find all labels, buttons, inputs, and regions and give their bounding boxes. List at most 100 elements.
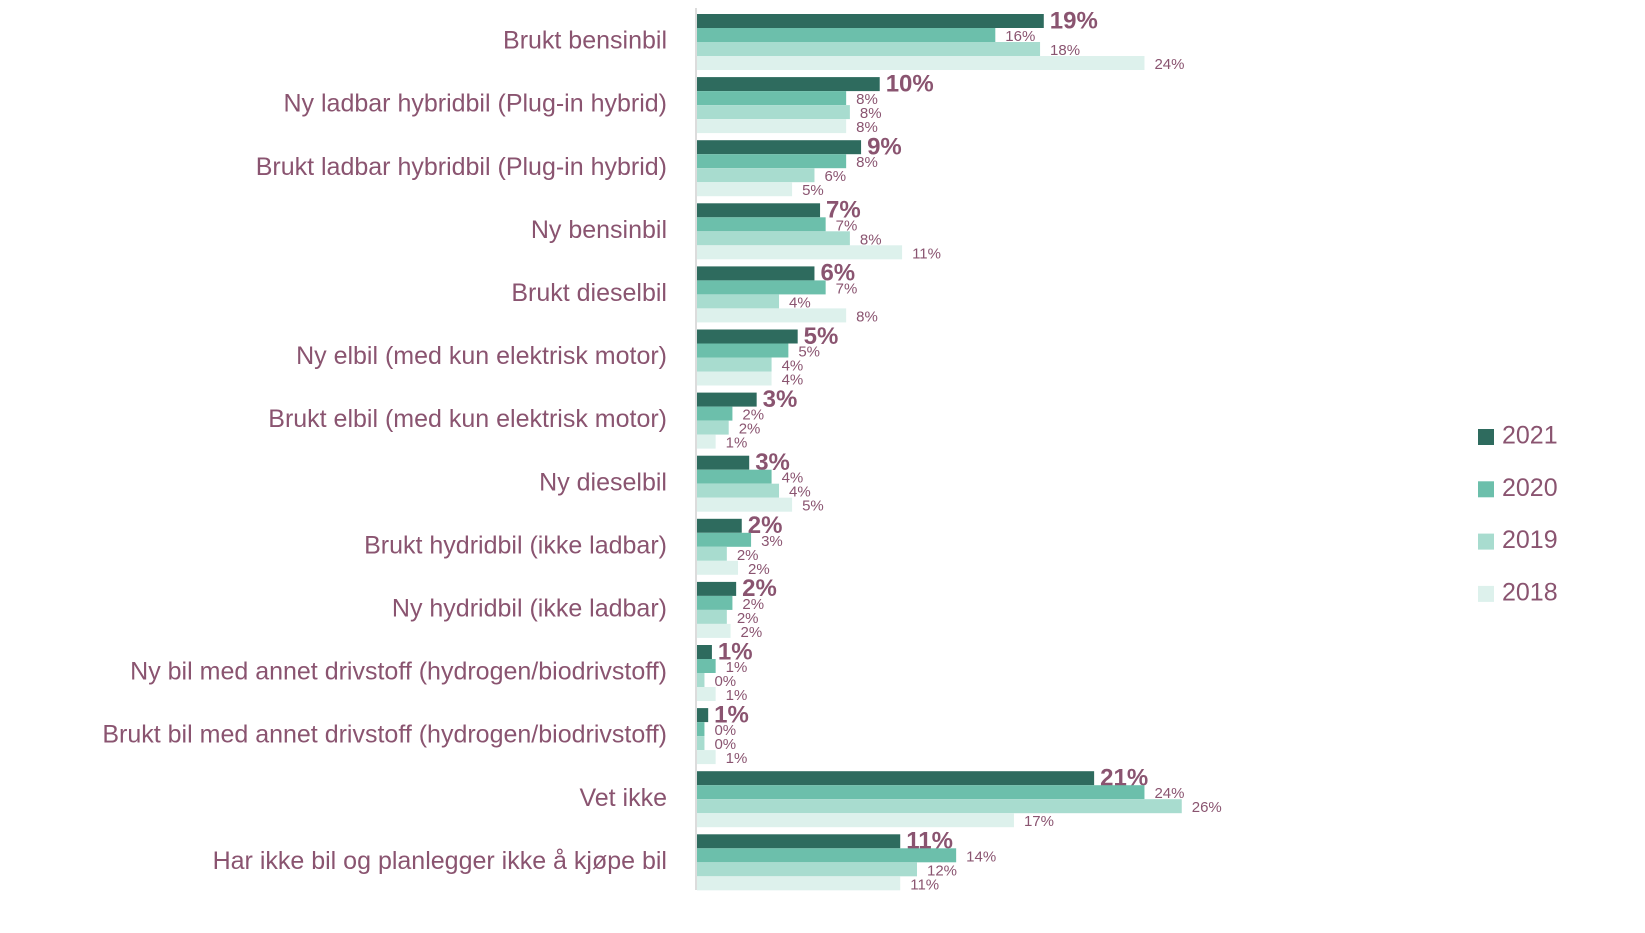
- legend-label: 2020: [1502, 474, 1558, 502]
- bar: [697, 750, 716, 765]
- bar: [697, 329, 798, 344]
- bar: [697, 609, 727, 624]
- bar: [697, 182, 793, 197]
- bar: [697, 469, 772, 484]
- data-label: 9%: [867, 134, 902, 161]
- bar: [697, 708, 709, 723]
- data-label: 4%: [782, 357, 804, 374]
- bar: [697, 154, 847, 169]
- bar: [697, 343, 789, 358]
- data-label: 6%: [824, 168, 846, 185]
- bar: [697, 56, 1145, 70]
- bar: [697, 308, 847, 323]
- bar: [697, 876, 901, 891]
- data-label: 14%: [966, 848, 996, 865]
- bar: [697, 518, 742, 533]
- data-label: 4%: [789, 484, 811, 501]
- category-label: Ny hydridbil (ikke ladbar): [392, 595, 667, 623]
- data-label: 0%: [714, 722, 736, 739]
- data-label: 7%: [836, 280, 858, 297]
- bar: [697, 245, 903, 260]
- category-label: Ny ladbar hybridbil (Plug-in hybrid): [284, 90, 668, 118]
- data-label: 19%: [1050, 7, 1098, 34]
- data-label: 18%: [1050, 42, 1080, 59]
- data-label: 3%: [761, 533, 783, 550]
- bar: [697, 371, 772, 386]
- data-label: 2%: [742, 407, 764, 424]
- data-label: 26%: [1192, 799, 1222, 816]
- bar: [697, 406, 733, 421]
- bar: [697, 455, 750, 470]
- bar: [697, 497, 793, 512]
- bar: [697, 581, 737, 596]
- bar: [697, 736, 705, 751]
- data-label: 5%: [804, 323, 839, 350]
- data-label: 2%: [739, 421, 761, 438]
- bar: [697, 483, 780, 498]
- data-label: 2%: [748, 561, 770, 578]
- bar: [697, 799, 1182, 814]
- data-label: 1%: [718, 638, 753, 665]
- category-label: Ny elbil (med kun elektrisk motor): [296, 342, 667, 370]
- legend-swatch: [1478, 533, 1494, 550]
- bar: [697, 14, 1044, 28]
- data-label: 12%: [927, 862, 957, 879]
- bar: [697, 862, 918, 877]
- bar: [697, 42, 1041, 56]
- bar: [697, 722, 705, 737]
- bar: [697, 595, 733, 610]
- data-label: 6%: [820, 260, 855, 287]
- data-label: 8%: [856, 308, 878, 325]
- bar: [697, 105, 850, 120]
- data-label: 1%: [726, 750, 748, 767]
- data-label: 2%: [748, 512, 783, 539]
- bar: [697, 785, 1145, 800]
- bar: [697, 848, 957, 863]
- data-label: 8%: [856, 119, 878, 136]
- data-label: 1%: [726, 687, 748, 704]
- category-label: Brukt bil med annet drivstoff (hydrogen/…: [102, 721, 667, 749]
- legend-label: 2019: [1502, 526, 1558, 554]
- bar: [697, 231, 850, 246]
- bar: [697, 687, 716, 701]
- data-label: 10%: [886, 70, 934, 97]
- bar: [697, 217, 826, 232]
- bar: [697, 140, 862, 155]
- bar: [697, 434, 716, 449]
- data-label: 1%: [714, 701, 749, 728]
- bar: [697, 659, 716, 673]
- bar: [697, 834, 901, 849]
- bar: [697, 420, 729, 435]
- data-label: 0%: [714, 673, 736, 690]
- category-label: Vet ikke: [579, 784, 667, 812]
- bar: [697, 77, 880, 92]
- data-label: 8%: [856, 154, 878, 171]
- category-label: Ny bil med annet drivstoff (hydrogen/bio…: [130, 658, 667, 686]
- data-label: 2%: [741, 624, 763, 641]
- data-label: 2%: [737, 547, 759, 564]
- bar: [697, 623, 731, 638]
- data-label: 4%: [782, 470, 804, 487]
- category-label: Ny bensinbil: [531, 216, 667, 244]
- bar: [697, 813, 1014, 828]
- data-label: 1%: [726, 435, 748, 452]
- data-label: 3%: [763, 386, 798, 413]
- data-label: 17%: [1024, 813, 1054, 830]
- data-label: 8%: [856, 91, 878, 108]
- data-label: 11%: [910, 876, 939, 893]
- data-label: 24%: [1154, 56, 1184, 73]
- bar: [697, 532, 752, 547]
- data-label: 24%: [1154, 785, 1184, 802]
- category-label: Brukt bensinbil: [503, 27, 667, 55]
- bar: [697, 392, 757, 407]
- bar: [697, 771, 1095, 786]
- bar: [697, 357, 772, 372]
- data-label: 4%: [789, 294, 811, 311]
- data-label: 7%: [826, 197, 861, 224]
- data-label: 2%: [742, 596, 764, 613]
- category-label: Brukt hydridbil (ikke ladbar): [364, 531, 667, 559]
- data-label: 0%: [714, 736, 736, 753]
- bar: [697, 294, 780, 309]
- data-label: 8%: [860, 231, 882, 248]
